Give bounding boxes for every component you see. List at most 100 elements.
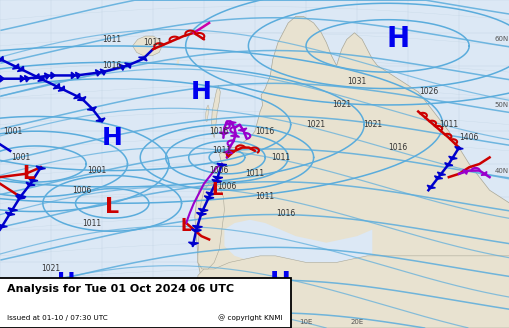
Polygon shape <box>227 121 236 125</box>
Text: H: H <box>385 25 409 53</box>
Text: 1011: 1011 <box>82 218 101 228</box>
Polygon shape <box>224 220 372 272</box>
Polygon shape <box>0 56 3 62</box>
Polygon shape <box>58 86 64 91</box>
Polygon shape <box>437 172 445 175</box>
Polygon shape <box>196 213 206 216</box>
Text: 1011: 1011 <box>245 169 264 178</box>
Polygon shape <box>36 166 45 170</box>
Polygon shape <box>75 72 80 79</box>
Text: 1011: 1011 <box>255 192 274 201</box>
Polygon shape <box>219 132 228 135</box>
Polygon shape <box>38 76 44 81</box>
Polygon shape <box>29 178 38 182</box>
Polygon shape <box>44 73 49 79</box>
Text: 1016: 1016 <box>275 209 295 218</box>
Text: 40N: 40N <box>494 168 508 174</box>
Text: 1016: 1016 <box>387 143 407 152</box>
Text: H: H <box>57 272 75 292</box>
Polygon shape <box>96 118 105 122</box>
Text: @ copyright KNMI: @ copyright KNMI <box>218 315 282 321</box>
Polygon shape <box>20 75 24 82</box>
FancyBboxPatch shape <box>0 278 290 328</box>
Polygon shape <box>12 64 19 69</box>
Text: Analysis for Tue 01 Oct 2024 06 UTC: Analysis for Tue 01 Oct 2024 06 UTC <box>7 284 234 294</box>
Text: 1021: 1021 <box>331 100 351 110</box>
Polygon shape <box>238 128 246 132</box>
Polygon shape <box>204 196 214 199</box>
Text: L: L <box>181 217 191 235</box>
Text: 10E: 10E <box>299 319 312 325</box>
Text: 1016: 1016 <box>102 61 122 70</box>
Polygon shape <box>480 172 486 175</box>
Text: 50N: 50N <box>494 102 508 108</box>
Polygon shape <box>33 74 39 79</box>
Polygon shape <box>119 64 125 70</box>
Polygon shape <box>138 57 147 61</box>
Polygon shape <box>192 225 202 229</box>
Polygon shape <box>188 242 198 245</box>
Text: 1011: 1011 <box>143 38 162 47</box>
Text: 1011: 1011 <box>212 146 231 155</box>
Polygon shape <box>16 195 25 199</box>
Polygon shape <box>223 151 232 154</box>
Polygon shape <box>194 16 509 328</box>
Text: H: H <box>270 270 290 294</box>
Text: 1026: 1026 <box>418 87 437 96</box>
Text: 1001: 1001 <box>11 153 30 162</box>
Text: 20E: 20E <box>350 319 363 325</box>
Text: 1001: 1001 <box>87 166 106 175</box>
Polygon shape <box>206 192 215 195</box>
Polygon shape <box>427 185 435 189</box>
Polygon shape <box>211 85 220 138</box>
Polygon shape <box>216 163 227 167</box>
Polygon shape <box>71 72 75 79</box>
Text: 1406: 1406 <box>459 133 478 142</box>
Polygon shape <box>24 75 30 82</box>
Text: 1011: 1011 <box>438 120 458 129</box>
Polygon shape <box>434 176 442 179</box>
Text: 1016: 1016 <box>209 127 229 136</box>
Polygon shape <box>211 179 221 183</box>
Polygon shape <box>197 256 509 328</box>
Polygon shape <box>77 96 86 101</box>
Text: 1006: 1006 <box>209 166 229 175</box>
Text: L: L <box>105 197 119 216</box>
Polygon shape <box>6 212 15 215</box>
Text: H: H <box>102 126 122 150</box>
Text: L: L <box>211 181 222 199</box>
Text: 1011: 1011 <box>270 153 290 162</box>
Polygon shape <box>132 36 162 56</box>
Polygon shape <box>87 107 96 111</box>
Polygon shape <box>230 134 239 137</box>
Polygon shape <box>124 63 131 68</box>
Polygon shape <box>95 70 100 76</box>
Text: 1031: 1031 <box>347 77 366 87</box>
Polygon shape <box>462 170 467 174</box>
Polygon shape <box>53 84 60 89</box>
Polygon shape <box>100 69 105 75</box>
Polygon shape <box>73 93 80 99</box>
Text: 1001: 1001 <box>3 127 22 136</box>
Text: L: L <box>22 164 34 183</box>
Text: 1021: 1021 <box>41 264 61 274</box>
Polygon shape <box>17 194 26 198</box>
Text: 60N: 60N <box>494 36 508 42</box>
Polygon shape <box>176 59 179 66</box>
Polygon shape <box>26 182 35 186</box>
Text: 0E: 0E <box>250 319 259 325</box>
Polygon shape <box>0 75 4 82</box>
Polygon shape <box>212 176 222 179</box>
Polygon shape <box>454 147 462 150</box>
Polygon shape <box>448 156 456 159</box>
Polygon shape <box>205 105 209 121</box>
Text: 1021: 1021 <box>362 120 381 129</box>
Polygon shape <box>198 208 208 212</box>
Polygon shape <box>0 224 7 228</box>
Polygon shape <box>17 66 23 72</box>
Text: 1006: 1006 <box>217 182 236 192</box>
Text: 1006: 1006 <box>72 186 91 195</box>
Text: H: H <box>191 80 211 104</box>
Text: 1021: 1021 <box>306 120 325 129</box>
Polygon shape <box>51 72 55 79</box>
